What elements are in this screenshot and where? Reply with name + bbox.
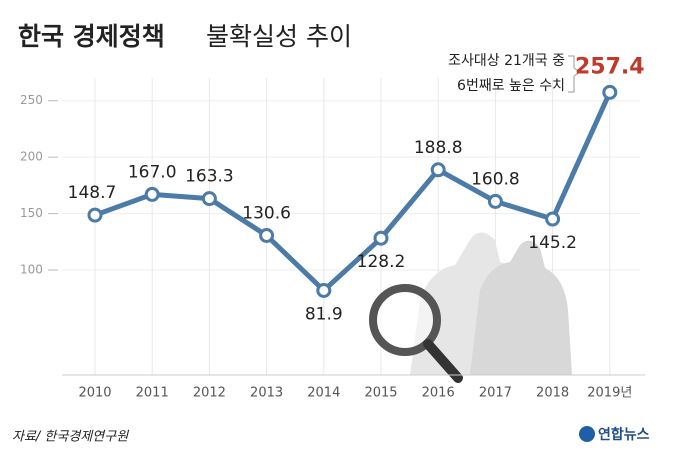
line [94,91,613,293]
annotation: 6번째로 높은 수치 [457,78,565,94]
value-label: 81.9 [305,304,343,324]
logo: 연합뉴스 [598,426,650,443]
value-label: 145.2 [528,233,577,253]
chart-title: 한국 경제정책 [18,22,165,51]
y-tick-label: 150 [20,206,43,220]
decoration [410,232,572,375]
magnifier [369,284,463,383]
x-tick-label: 2017 [479,386,512,401]
value-label: 128.2 [357,252,406,272]
x-tick-label: 2014 [307,386,340,401]
value-label: 188.8 [414,138,463,158]
chart-subtitle: 불확실성 추이 [206,22,352,51]
marker [430,162,446,178]
value-label: 160.8 [471,169,520,189]
annotation: 조사대상 21개국 중 [448,53,565,69]
marker [87,207,103,223]
marker [316,282,332,298]
marker [144,186,160,202]
x-tick-label: 2011 [136,386,169,401]
x-tick-label: 2012 [193,386,226,401]
marker [545,211,561,227]
x-tick-label: 2013 [250,386,283,401]
logo-icon [579,426,595,442]
bracket [568,55,581,93]
marker [487,193,503,209]
value-label: 163.3 [185,167,234,187]
x-tick-label: 2016 [422,386,455,401]
marker [373,230,389,246]
value-label: 148.7 [68,183,117,203]
y-tick-label: 100 [20,263,43,277]
x-tick-label: 2010 [78,386,111,401]
source: 자료/ 한국경제연구원 [12,430,129,445]
marker [201,191,217,207]
marker [602,84,618,100]
x-tick-label: 2019년 [587,386,632,401]
x-tick-label: 2015 [364,386,397,401]
y-tick-label: 200 [20,150,43,164]
y-tick-label: 250 [20,93,43,107]
marker [259,227,275,243]
value-label: 130.6 [242,203,291,223]
x-tick-label: 2018 [536,386,569,401]
value-label: 257.4 [575,54,645,79]
value-label: 167.0 [128,162,177,182]
